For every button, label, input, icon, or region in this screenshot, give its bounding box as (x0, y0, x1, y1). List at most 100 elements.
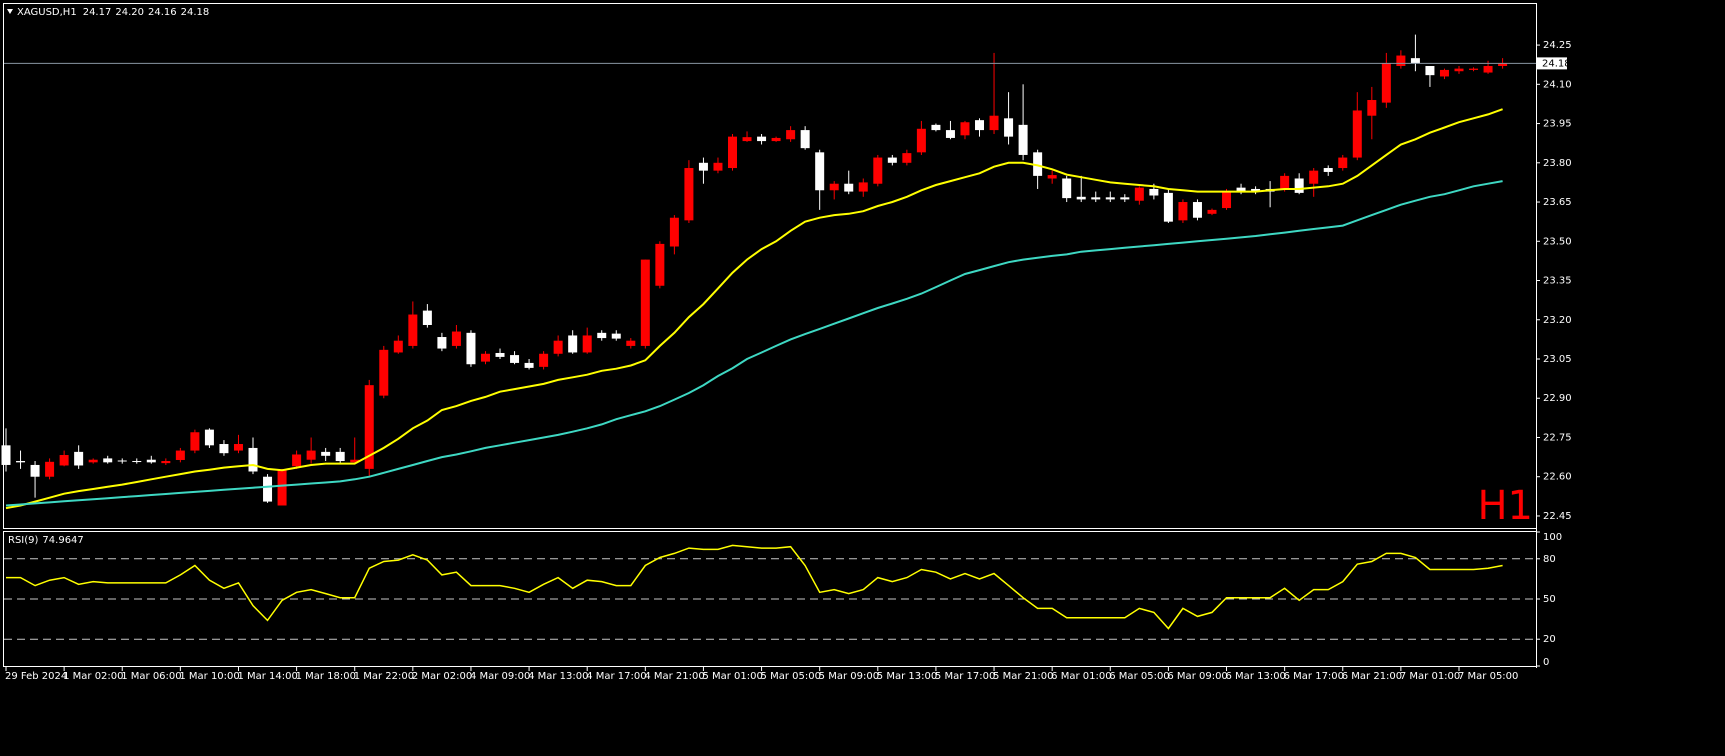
candle-body (495, 352, 505, 357)
candle-body (1004, 118, 1014, 137)
candle-body (655, 243, 665, 286)
x-tick-label: 5 Mar 21:00 (993, 671, 1053, 682)
candle-body (1, 445, 11, 465)
candle-body (292, 454, 302, 467)
candle-body (1207, 209, 1217, 214)
rsi-label: RSI(9) (8, 535, 39, 546)
candle-body (553, 340, 563, 354)
candle-body (626, 340, 636, 346)
candle-body (1236, 187, 1246, 192)
y-tick-label: 100 (1543, 532, 1562, 543)
candle-body (103, 458, 113, 463)
candle-body (1280, 175, 1290, 189)
x-tick-label: 6 Mar 01:00 (1051, 671, 1111, 682)
candle-body (408, 314, 418, 346)
candle-body (568, 335, 578, 353)
candle-body (1381, 63, 1391, 103)
y-tick-label: 0 (1543, 657, 1549, 668)
candle-body (219, 444, 229, 454)
candle-body (1469, 68, 1479, 70)
x-tick-label: 7 Mar 05:00 (1458, 671, 1518, 682)
candle-body (975, 120, 985, 131)
candle-body (786, 130, 796, 140)
candle-body (771, 137, 781, 142)
y-tick-label: 23.50 (1543, 236, 1572, 247)
rsi-line (6, 544, 1503, 630)
y-tick-label: 50 (1543, 594, 1556, 605)
candle-body (1454, 68, 1464, 72)
x-tick-label: 4 Mar 21:00 (644, 671, 704, 682)
candle-body (611, 333, 621, 339)
candle-body (1367, 100, 1377, 116)
candle-body (350, 459, 360, 463)
x-tick-label: 2 Mar 02:00 (412, 671, 472, 682)
candle-body (1498, 63, 1508, 67)
x-tick-label: 5 Mar 17:00 (935, 671, 995, 682)
candle-body (1062, 178, 1072, 199)
candle-body (582, 335, 592, 353)
candle-body (815, 152, 825, 191)
candle-body (1352, 110, 1362, 158)
candle-body (1105, 197, 1115, 200)
candle-body (757, 136, 767, 142)
y-tick-label: 22.90 (1543, 393, 1572, 404)
candle-body (1163, 192, 1173, 222)
candle-body (1047, 175, 1057, 179)
candle-body (30, 464, 40, 477)
y-tick-label: 80 (1543, 554, 1556, 565)
candle-body (640, 259, 650, 346)
y-tick-label: 23.05 (1543, 354, 1572, 365)
symbol-menu-icon (7, 9, 13, 14)
x-tick-label: 29 Feb 2024 (5, 671, 67, 682)
x-tick-label: 6 Mar 21:00 (1342, 671, 1402, 682)
y-tick-label: 23.20 (1543, 315, 1572, 326)
candle-body (248, 447, 258, 472)
candle-body (539, 353, 549, 367)
x-tick-label: 5 Mar 13:00 (877, 671, 937, 682)
candle-body (451, 331, 461, 346)
candle-body (263, 476, 273, 502)
candle-body (858, 182, 868, 192)
x-tick-label: 5 Mar 01:00 (702, 671, 762, 682)
candle-body (277, 470, 287, 506)
candle-body (597, 332, 607, 339)
candle-body (1134, 187, 1144, 201)
candle-body (306, 450, 316, 460)
candle-body (800, 130, 810, 149)
candle-body (1323, 168, 1333, 172)
x-tick-label: 1 Mar 10:00 (179, 671, 239, 682)
candle-body (1149, 188, 1159, 196)
candle-body (74, 451, 84, 466)
x-tick-label: 1 Mar 14:00 (237, 671, 297, 682)
candle-body (1309, 170, 1319, 184)
candle-body (829, 183, 839, 191)
candle-body (669, 217, 679, 247)
candle-body (1483, 66, 1493, 73)
x-tick-label: 6 Mar 17:00 (1284, 671, 1344, 682)
symbol-label: XAGUSD,H1 (17, 7, 77, 18)
candle-body (902, 153, 912, 163)
candle-body (88, 459, 98, 463)
chart-header: XAGUSD,H1 24.17 24.20 24.16 24.18 (17, 7, 209, 18)
x-tick-label: 1 Mar 02:00 (63, 671, 123, 682)
y-tick-label: 22.60 (1543, 472, 1572, 483)
candle-body (16, 461, 26, 463)
candle-body (713, 162, 723, 171)
y-tick-label: 20 (1543, 634, 1556, 645)
candle-body (437, 337, 447, 349)
candle-body (335, 451, 345, 462)
quote-high: 24.20 (115, 7, 144, 18)
x-tick-label: 7 Mar 01:00 (1400, 671, 1460, 682)
y-tick-label: 23.80 (1543, 158, 1572, 169)
candle-body (1091, 197, 1101, 200)
x-tick-label: 6 Mar 09:00 (1167, 671, 1227, 682)
candle-body (364, 385, 374, 469)
x-tick-label: 1 Mar 18:00 (296, 671, 356, 682)
candle-body (1033, 152, 1043, 176)
candle-body (379, 349, 389, 396)
moving-average-line (5, 180, 1503, 507)
candle-body (1076, 196, 1086, 200)
candle-body (204, 429, 214, 446)
